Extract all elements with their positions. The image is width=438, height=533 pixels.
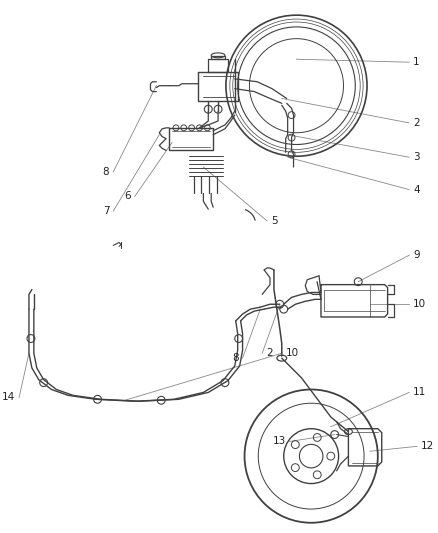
Text: 1: 1: [413, 57, 420, 67]
Text: 4: 4: [413, 184, 420, 195]
Text: 13: 13: [272, 437, 286, 447]
Text: 14: 14: [2, 392, 15, 402]
Text: 12: 12: [421, 441, 434, 451]
Text: 6: 6: [124, 191, 131, 201]
Text: 8: 8: [232, 353, 239, 363]
Text: 8: 8: [102, 167, 110, 177]
Text: 2: 2: [266, 348, 273, 358]
Text: 9: 9: [413, 250, 420, 260]
Text: 7: 7: [102, 206, 110, 216]
Text: 10: 10: [413, 299, 426, 309]
Text: 11: 11: [413, 387, 426, 398]
Text: 3: 3: [413, 152, 420, 162]
Text: 5: 5: [271, 216, 278, 226]
Text: 2: 2: [413, 118, 420, 128]
Text: 10: 10: [286, 348, 299, 358]
